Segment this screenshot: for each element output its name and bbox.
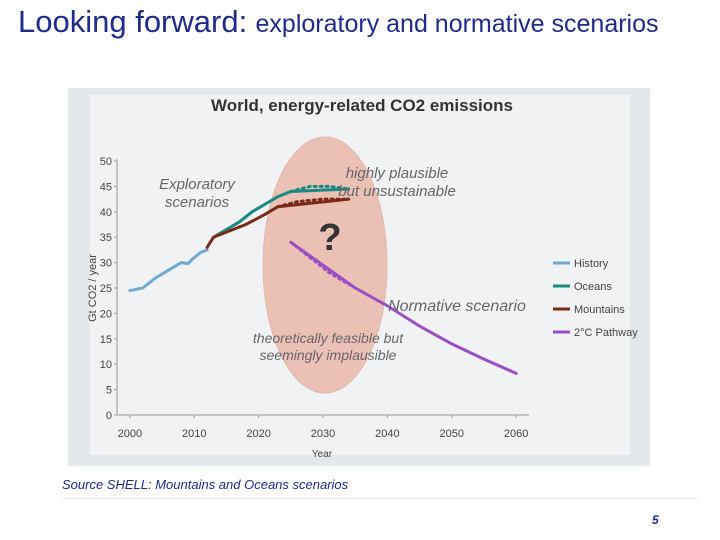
x-tick-label: 2040 xyxy=(375,428,399,440)
x-axis-label: Year xyxy=(312,449,333,460)
y-tick-label: 10 xyxy=(100,359,112,371)
series-line xyxy=(128,248,209,293)
x-tick-label: 2000 xyxy=(118,428,142,440)
series-line-dotted xyxy=(289,184,351,193)
annotation: ? xyxy=(318,217,341,259)
y-tick-label: 20 xyxy=(100,308,112,320)
chart-title: World, energy-related CO2 emissions xyxy=(211,96,513,115)
footer-rule xyxy=(62,498,698,499)
annotation: theoretically feasible but xyxy=(253,330,404,346)
legend-label: History xyxy=(574,258,609,270)
y-tick-label: 40 xyxy=(100,207,112,219)
y-tick-label: 30 xyxy=(100,258,112,270)
x-tick-label: 2060 xyxy=(504,428,528,440)
x-tick-label: 2030 xyxy=(311,428,335,440)
x-tick-label: 2020 xyxy=(246,428,270,440)
y-tick-label: 5 xyxy=(106,385,112,397)
y-tick-label: 15 xyxy=(100,334,112,346)
legend-label: Oceans xyxy=(574,281,612,293)
legend-label: Mountains xyxy=(574,304,625,316)
y-axis-label: Gt CO2 / year xyxy=(87,254,99,322)
annotation: Normative scenario xyxy=(388,298,526,315)
annotation: Exploratory xyxy=(159,176,236,193)
page-number: 5 xyxy=(652,513,659,527)
annotation: scenarios xyxy=(165,194,230,211)
annotation: but unsustainable xyxy=(338,183,456,200)
annotation: highly plausible xyxy=(346,165,449,182)
slide-title: Looking forward: exploratory and normati… xyxy=(18,6,708,40)
legend-label: 2°C Pathway xyxy=(574,327,638,339)
y-tick-label: 25 xyxy=(100,283,112,295)
y-tick-label: 45 xyxy=(100,181,112,193)
x-tick-label: 2010 xyxy=(182,428,206,440)
y-tick-label: 50 xyxy=(100,156,112,168)
series-line xyxy=(212,187,351,239)
y-tick-label: 35 xyxy=(100,232,112,244)
series-line-dotted xyxy=(276,197,351,209)
x-tick-label: 2050 xyxy=(440,428,464,440)
annotation: seemingly implausible xyxy=(260,347,397,363)
y-tick-label: 0 xyxy=(106,410,112,422)
series-line-dotted xyxy=(289,240,357,290)
title-lead: Looking forward: xyxy=(18,4,248,39)
title-rest: exploratory and normative scenarios xyxy=(255,10,659,38)
source-note: Source SHELL: Mountains and Oceans scena… xyxy=(62,477,349,492)
